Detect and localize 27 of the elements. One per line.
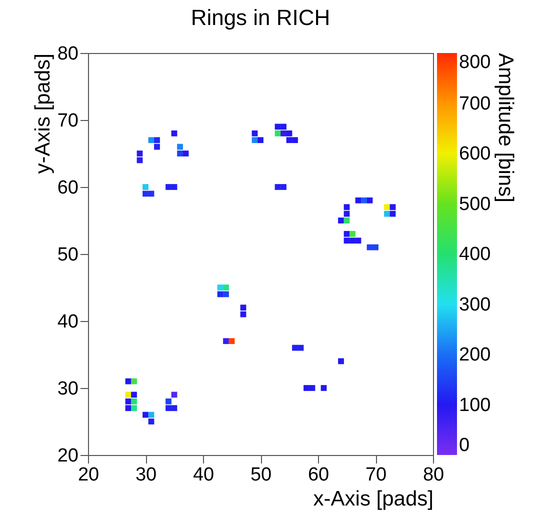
x-tick-label: 50 <box>250 464 272 486</box>
x-tick-label: 80 <box>422 464 444 486</box>
y-tick-label: 60 <box>57 178 78 198</box>
color-bar-label: 100 <box>459 394 491 416</box>
y-tick-label: 80 <box>57 44 78 64</box>
chart-title: Rings in RICH <box>190 5 330 30</box>
color-bar-label: 600 <box>459 144 491 164</box>
y-tick-label: 50 <box>57 244 78 266</box>
y-tick-label: 20 <box>57 446 78 466</box>
x-tick-label: 30 <box>135 464 157 486</box>
x-axis-title: x-Axis [pads] <box>313 488 434 510</box>
x-tick-label: 20 <box>78 464 100 486</box>
x-tick-label: 40 <box>192 464 214 486</box>
y-tick-label: 70 <box>57 110 78 132</box>
color-bar-label: 800 <box>459 52 491 73</box>
y-tick-label: 40 <box>57 312 78 332</box>
y-axis-title: y-Axis [pads] <box>31 54 54 174</box>
color-bar-label: 700 <box>459 93 491 114</box>
color-bar-label: 200 <box>459 344 491 366</box>
y-tick-label: 30 <box>57 378 78 400</box>
color-bar-label: 0 <box>459 435 470 456</box>
color-bar-label: 400 <box>459 244 491 265</box>
color-bar-label: 500 <box>459 194 491 215</box>
x-tick-label: 60 <box>308 464 330 486</box>
color-bar-title: Amplitude [bins] <box>494 53 517 202</box>
color-bar-label: 300 <box>459 294 491 316</box>
x-tick-label: 70 <box>365 464 387 486</box>
